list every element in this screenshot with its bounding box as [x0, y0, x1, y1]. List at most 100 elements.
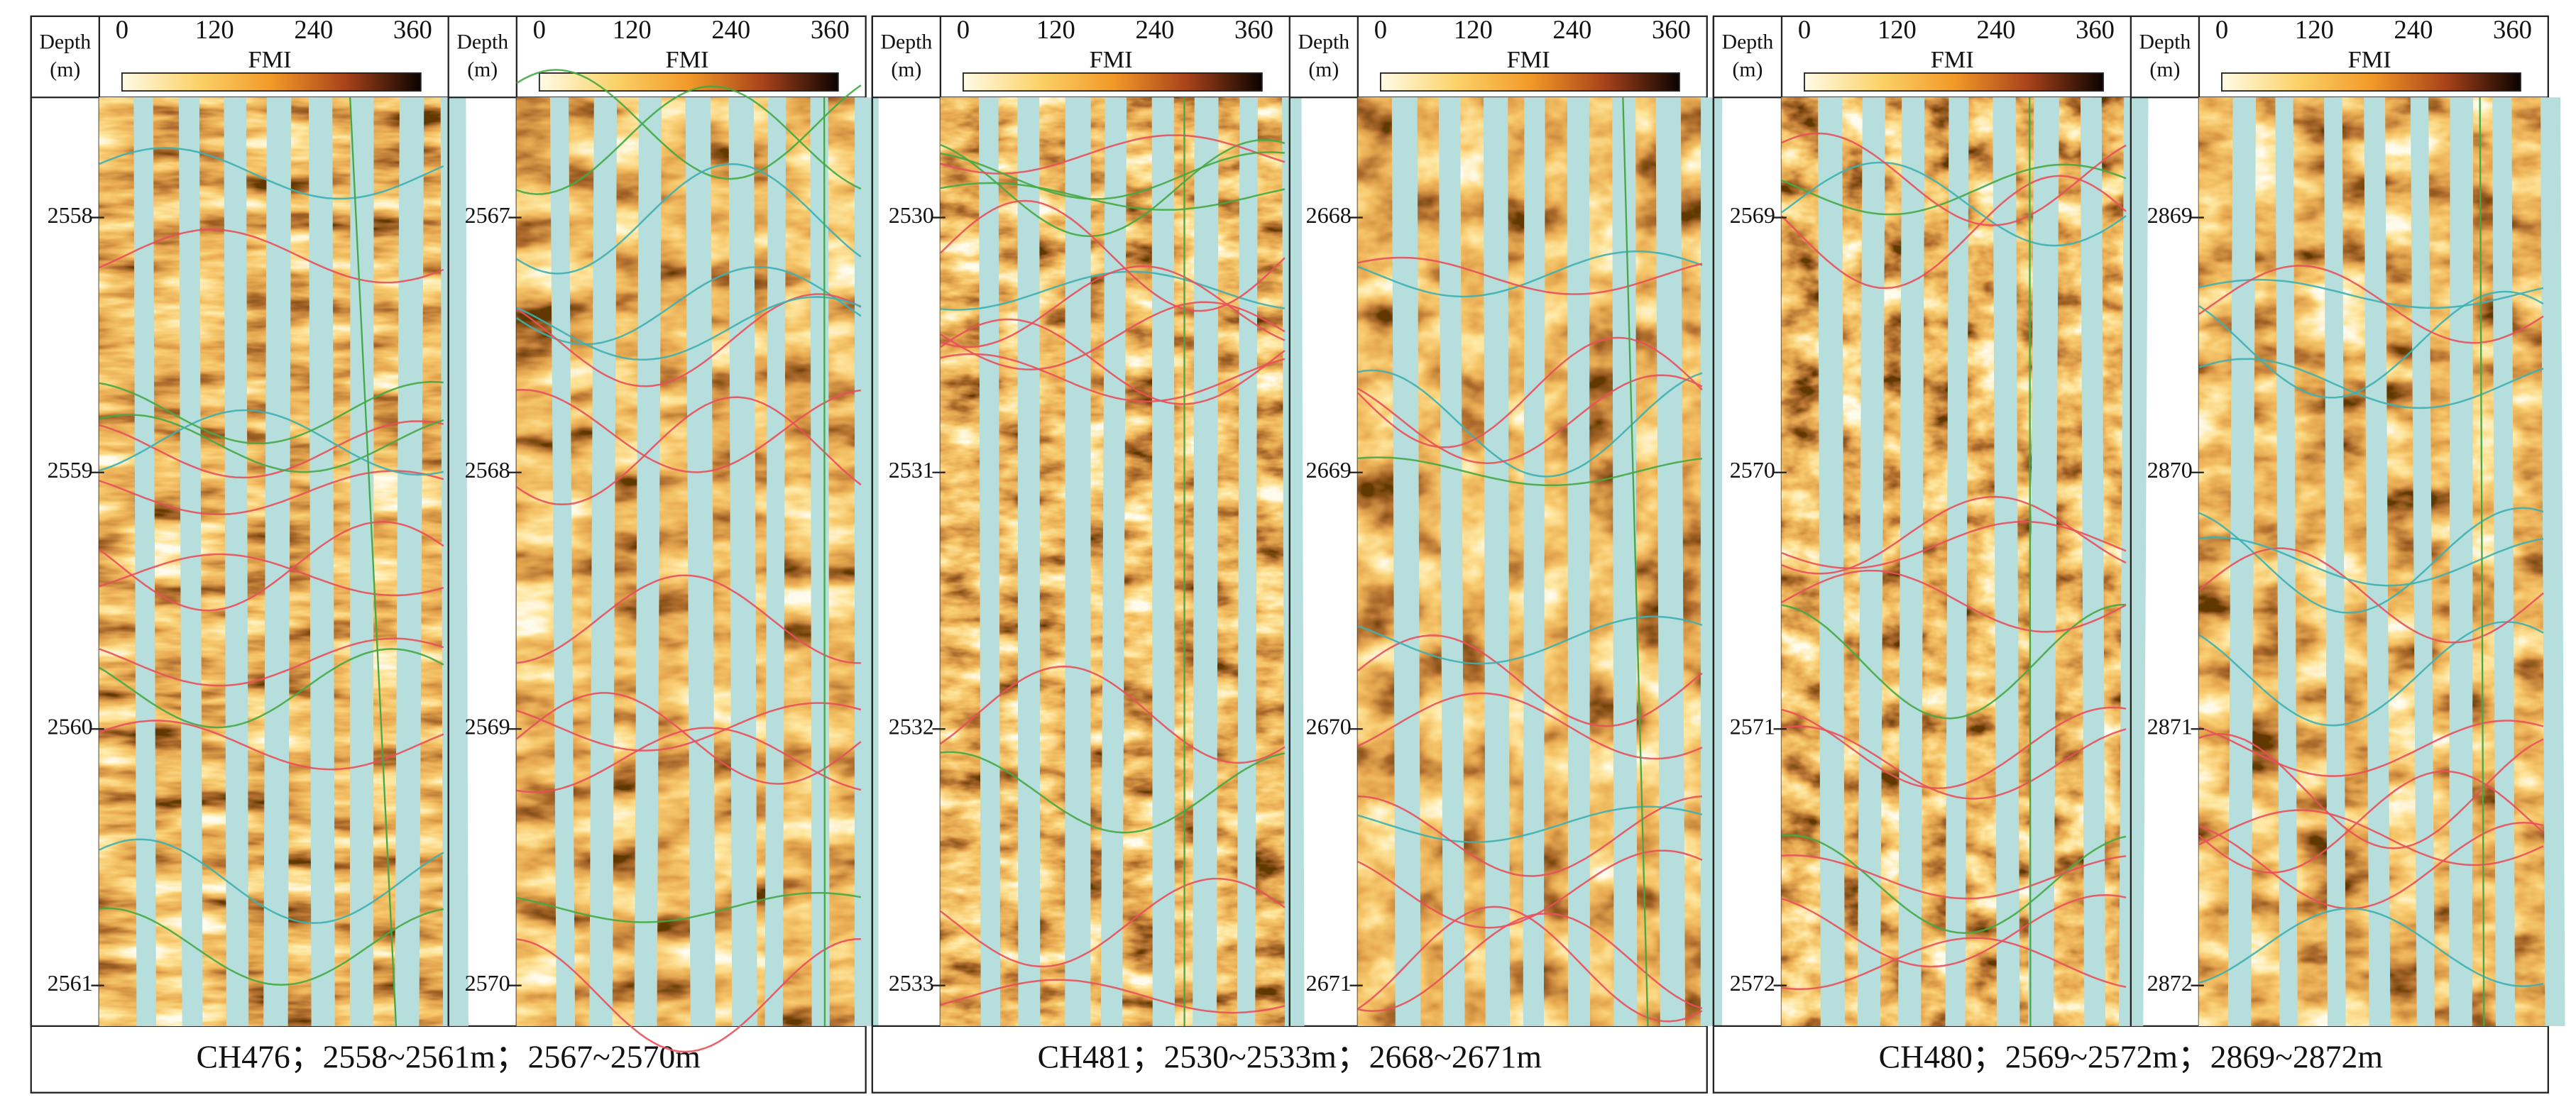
pad-gap: [1391, 97, 1421, 1026]
depth-tick-label: 2530: [889, 202, 934, 228]
depth-tick-label: 2533: [889, 970, 934, 996]
sinusoid-trace: [516, 692, 862, 785]
pad-gap: [1898, 97, 1925, 1026]
sinusoid-trace: [516, 69, 862, 180]
sinusoid-trace: [516, 702, 862, 752]
legend-label: FMI: [1090, 46, 1133, 73]
depth-tick-label: 2872: [2147, 970, 2193, 996]
sinusoid-trace: [1357, 913, 1703, 1012]
sinusoid-trace: [2198, 809, 2544, 866]
sinusoid-trace: [1781, 854, 2127, 900]
azimuth-tick-label: 240: [1552, 15, 1591, 44]
pad-gap: [1655, 97, 1686, 1026]
azimuth-tick-label: 240: [2394, 15, 2433, 44]
depth-tick-label: 2571: [1730, 714, 1775, 739]
pad-gap: [395, 97, 424, 1026]
azimuth-tick-label: 0: [1798, 15, 1811, 44]
depth-tick-label: 2871: [2147, 714, 2193, 739]
pad-gap: [2449, 97, 2474, 1026]
tool-trace: [2029, 97, 2032, 1026]
pad-gap: [349, 97, 374, 1026]
sinusoid-trace: [99, 470, 444, 516]
depth-tick-label: 2561: [48, 970, 93, 996]
depth-tick-label: 2572: [1730, 970, 1775, 996]
caption: CH480；2569~2572m；2869~2872m: [1879, 1038, 2383, 1074]
pad-gap: [685, 97, 716, 1026]
sinusoid-trace: [516, 85, 862, 195]
sinusoid-trace: [940, 751, 1286, 834]
sinusoid-trace: [940, 134, 1286, 175]
pad-gap: [1857, 97, 1885, 1026]
pad-gap: [1483, 97, 1511, 1026]
pad-gap: [810, 97, 830, 1026]
sinusoid-trace: [1781, 161, 2127, 247]
color-bar: [1804, 72, 2104, 92]
pad-gap: [2540, 97, 2565, 1026]
sinusoid-trace: [2198, 547, 2544, 644]
depth-tick-label: 2669: [1306, 457, 1352, 483]
sinusoid-trace: [1781, 495, 2127, 575]
sinusoid-trace: [940, 151, 1286, 200]
azimuth-tick-label: 120: [1454, 15, 1493, 44]
pad-gap: [979, 97, 1001, 1026]
sinusoid-trace: [1357, 634, 1703, 727]
depth-tick-label: 2570: [465, 970, 510, 996]
pad-gap: [2227, 97, 2257, 1026]
depth-label: Depth: [881, 31, 933, 54]
pad-gap: [1523, 97, 1545, 1026]
depth-tick-label: 2671: [1306, 970, 1352, 996]
sinusoid-trace: [1781, 520, 2127, 569]
depth-label: Depth: [456, 31, 508, 54]
azimuth-tick-label: 240: [1977, 15, 2016, 44]
sinusoid-trace: [99, 838, 444, 924]
depth-tick-label: 2567: [465, 202, 510, 228]
sinusoid-trace: [99, 648, 444, 729]
pad-gap: [1438, 97, 1465, 1026]
sinusoid-trace: [940, 353, 1286, 403]
sinusoid-trace: [2198, 278, 2544, 309]
azimuth-tick-label: 360: [2076, 15, 2115, 44]
sinusoid-trace: [1781, 706, 2127, 789]
azimuth-tick-label: 0: [116, 15, 128, 44]
sinusoid-trace: [2198, 358, 2544, 409]
sinusoid-trace: [2198, 290, 2544, 399]
pad-gap: [1282, 97, 1305, 1026]
azimuth-tick-label: 0: [1374, 15, 1387, 44]
sinusoid-trace: [1781, 569, 2127, 633]
pad-gap: [2080, 97, 2106, 1026]
sinusoid-trace: [1357, 250, 1703, 298]
azimuth-tick-label: 120: [195, 15, 234, 44]
azimuth-tick-label: 240: [711, 15, 750, 44]
pad-gap: [1017, 97, 1041, 1026]
sinusoid-trace: [1781, 163, 2127, 216]
depth-label: Depth: [1298, 31, 1349, 54]
pad-gap: [1100, 97, 1127, 1026]
depth-tick-label: 2569: [465, 714, 510, 739]
pad-gap: [854, 97, 879, 1026]
tool-trace: [349, 97, 398, 1026]
sinusoid-trace: [940, 318, 1286, 405]
sinusoid-trace: [2198, 907, 2544, 987]
pad-gap: [1818, 97, 1845, 1026]
pad-gap: [440, 97, 468, 1026]
sinusoid-trace: [1781, 893, 2127, 968]
sinusoid-trace: [1357, 615, 1703, 665]
sinusoid-trace: [516, 574, 861, 664]
azimuth-tick-label: 120: [2295, 15, 2334, 44]
pad-gap: [2492, 97, 2516, 1026]
color-bar: [121, 72, 422, 92]
caption: CH476；2558~2561m；2567~2570m: [197, 1038, 701, 1074]
pad-gap: [1945, 97, 1969, 1026]
pad-gap: [1612, 97, 1638, 1026]
color-bar: [538, 72, 839, 92]
azimuth-tick-label: 0: [957, 15, 970, 44]
pad-gap: [728, 97, 757, 1026]
depth-tick-label: 2560: [48, 714, 93, 739]
caption: CH481；2530~2533m；2668~2671m: [1038, 1038, 1542, 1074]
azimuth-tick-label: 360: [393, 15, 432, 44]
pad-gap: [634, 97, 662, 1026]
sinusoid-trace: [2198, 770, 2544, 874]
sinusoid-trace: [1781, 132, 2127, 226]
depth-unit: (m): [467, 57, 498, 81]
pad-gap: [2364, 97, 2391, 1026]
